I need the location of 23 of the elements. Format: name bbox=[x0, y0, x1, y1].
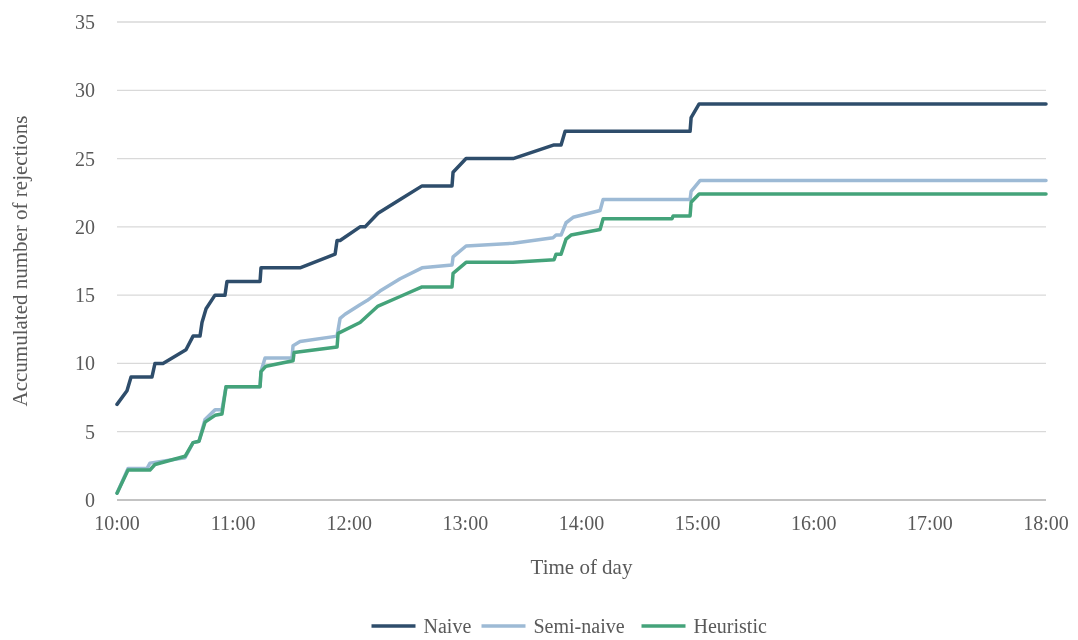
x-tick-label: 16:00 bbox=[790, 512, 837, 534]
line-series bbox=[115, 102, 1048, 407]
x-tick-label: 13:00 bbox=[442, 512, 489, 534]
y-tick-label: 35 bbox=[75, 11, 95, 33]
y-tick-label: 30 bbox=[75, 79, 95, 102]
y-axis-title: Accumulated number of rejections bbox=[8, 115, 32, 407]
x-tick-label: 17:00 bbox=[907, 512, 953, 534]
legend-label: Semi-naive bbox=[533, 615, 625, 637]
y-tick-label: 0 bbox=[85, 489, 95, 511]
y-tick-label: 20 bbox=[75, 215, 95, 238]
x-tick-label: 18:00 bbox=[1023, 512, 1069, 534]
y-tick-label: 5 bbox=[85, 420, 95, 443]
legend-label: Naive bbox=[423, 615, 472, 637]
x-tick-label: 12:00 bbox=[326, 512, 373, 534]
x-tick-label: 11:00 bbox=[210, 512, 256, 534]
x-tick-label: 15:00 bbox=[674, 512, 721, 534]
x-axis-title: Time of day bbox=[530, 555, 633, 579]
legend-label: Heuristic bbox=[693, 615, 767, 637]
y-tick-label: 10 bbox=[75, 352, 95, 375]
y-tick-label: 25 bbox=[75, 147, 95, 170]
x-tick-label: 14:00 bbox=[558, 512, 605, 534]
x-tick-label: 10:00 bbox=[94, 512, 140, 534]
y-tick-label: 15 bbox=[75, 284, 95, 307]
